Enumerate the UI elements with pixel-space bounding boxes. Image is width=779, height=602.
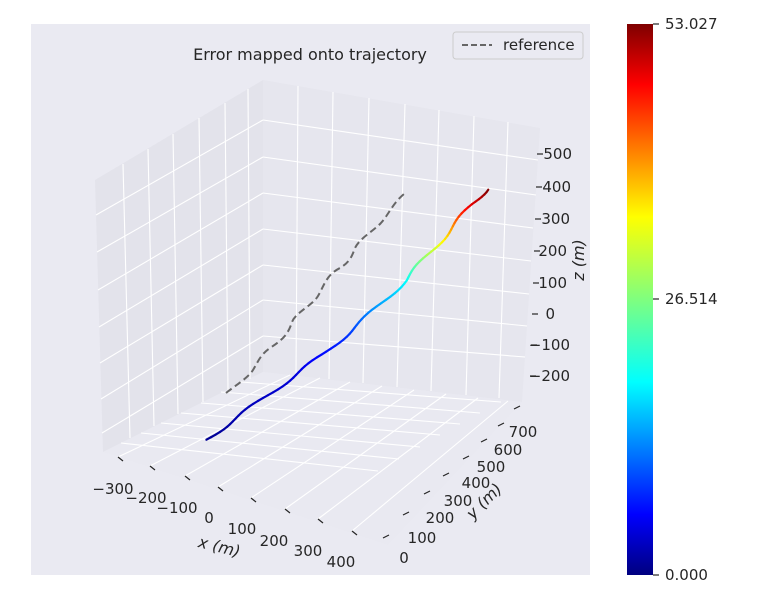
y-tick-label: 700	[509, 423, 538, 441]
z-tick-label: 0	[545, 305, 555, 323]
z-tick-labels: −200 −100 0 100 200 300 400 500	[529, 145, 572, 385]
colorbar-min-label: 0.000	[665, 566, 708, 584]
colorbar-gradient	[627, 24, 653, 575]
x-tick-label: −300	[92, 480, 133, 498]
y-tick-label: 100	[408, 529, 437, 547]
z-axis-label: z (m)	[569, 239, 588, 282]
legend-reference-label: reference	[503, 36, 575, 54]
x-tick-label: 0	[204, 509, 214, 527]
legend-box	[452, 31, 584, 60]
y-tick-label: 500	[477, 458, 506, 476]
tick-marks	[117, 153, 543, 539]
y-tick-label: 0	[399, 549, 409, 567]
x-tick-labels: −300 −200 −100 0 100 200 300 400	[92, 480, 355, 571]
y-tick-label: 400	[462, 474, 491, 492]
reference-trajectory	[225, 193, 405, 394]
y-tick-label: 600	[494, 441, 523, 459]
x-tick-label: 400	[327, 553, 356, 571]
x-tick-label: 200	[260, 532, 289, 550]
z-tick-label: 400	[542, 178, 571, 196]
grid-lines	[95, 85, 539, 532]
chart-title: Error mapped onto trajectory	[193, 45, 427, 64]
x-tick-label: 300	[294, 542, 323, 560]
z-tick-label: −100	[529, 336, 570, 354]
x-tick-label: −100	[156, 499, 197, 517]
x-tick-label: −200	[125, 489, 166, 507]
y-tick-label: 300	[444, 492, 473, 510]
legend: reference	[452, 31, 584, 60]
z-tick-label: 500	[543, 145, 572, 163]
colorbar: 53.027 26.514 0.000	[627, 15, 718, 584]
trajectory-segment	[485, 188, 490, 194]
y-tick-label: 200	[426, 509, 455, 527]
z-tick-label: 300	[541, 210, 570, 228]
colorbar-mid-label: 26.514	[665, 290, 718, 308]
y-tick-labels: 0 100 200 300 400 500 600 700	[399, 423, 537, 567]
estimated-trajectory	[205, 188, 490, 441]
colorbar-max-label: 53.027	[665, 15, 718, 33]
left-pane	[95, 80, 263, 452]
z-tick-label: 200	[538, 242, 567, 260]
z-tick-label: 100	[538, 274, 567, 292]
z-tick-label: −200	[529, 367, 570, 385]
x-tick-label: 100	[228, 520, 257, 538]
